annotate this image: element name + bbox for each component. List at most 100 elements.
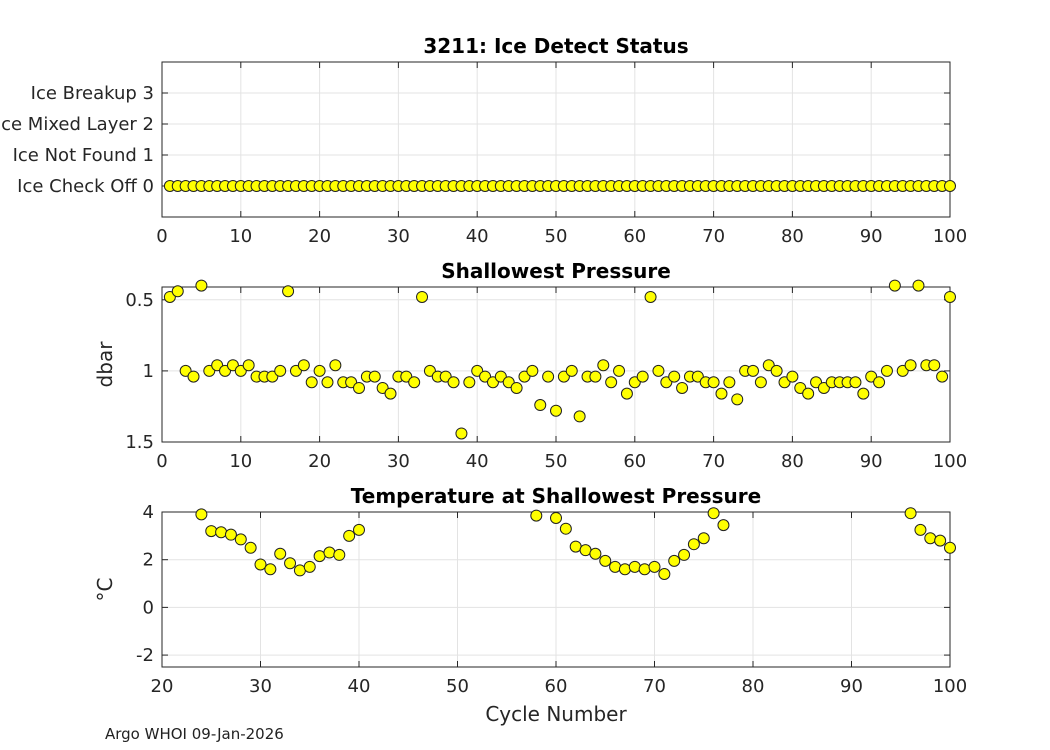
data-point xyxy=(321,376,334,389)
data-point xyxy=(416,290,429,303)
data-point xyxy=(455,427,468,440)
data-point xyxy=(658,568,671,580)
data-point xyxy=(510,381,523,394)
footer-credit: Argo WHOI 09-Jan-2026 xyxy=(105,725,284,743)
data-point xyxy=(873,376,886,389)
data-point xyxy=(526,364,539,377)
x-tick-label: 70 xyxy=(643,676,666,697)
y-axis-label: °C xyxy=(93,578,117,602)
data-point xyxy=(550,404,562,417)
x-tick-label: 20 xyxy=(308,451,331,472)
x-tick-label: 90 xyxy=(860,226,883,247)
data-point xyxy=(880,364,893,377)
data-point xyxy=(550,511,562,524)
data-point xyxy=(652,364,665,377)
x-tick-label: 20 xyxy=(308,226,331,247)
data-point xyxy=(530,509,543,522)
x-tick-label: 60 xyxy=(623,226,646,247)
data-point xyxy=(384,387,397,400)
x-tick-label: 60 xyxy=(545,676,568,697)
data-point xyxy=(242,359,255,372)
data-point xyxy=(924,532,937,545)
x-tick-label: 10 xyxy=(229,451,252,472)
data-point xyxy=(770,364,783,377)
data-point xyxy=(313,364,326,377)
data-point xyxy=(297,359,310,372)
data-point xyxy=(463,376,476,389)
data-point xyxy=(644,290,657,303)
data-point xyxy=(636,370,649,383)
data-point xyxy=(687,538,700,551)
x-tick-label: 100 xyxy=(933,226,967,247)
data-point xyxy=(786,370,799,383)
data-point xyxy=(723,376,736,389)
data-point xyxy=(447,376,460,389)
data-point xyxy=(303,560,316,573)
data-point xyxy=(559,522,572,535)
data-point xyxy=(618,563,631,576)
data-point xyxy=(254,558,267,571)
data-point xyxy=(888,279,901,292)
data-point xyxy=(605,376,618,389)
data-point xyxy=(668,370,681,383)
data-point xyxy=(329,359,342,372)
plot-2: 0 10 20 30 40 50 60 70 80 90 100 0.5 1 1.5 Shallowest … xyxy=(93,259,967,472)
data-point xyxy=(343,529,356,542)
data-point xyxy=(707,376,720,389)
data-point xyxy=(589,547,602,560)
x-axis-label: Cycle Number xyxy=(485,702,627,726)
data-point xyxy=(565,364,578,377)
data-point xyxy=(731,393,744,406)
data-point xyxy=(282,285,295,298)
data-point xyxy=(678,548,691,561)
x-tick-label: 100 xyxy=(933,676,967,697)
data-point xyxy=(368,370,381,383)
data-point xyxy=(676,381,689,394)
data-point xyxy=(613,364,626,377)
y-tick-label: 2 xyxy=(143,550,154,571)
chart-title: Shallowest Pressure xyxy=(441,259,671,283)
data-point xyxy=(234,533,247,546)
data-point xyxy=(717,519,730,532)
data-point xyxy=(579,544,592,557)
data-point xyxy=(284,557,297,570)
data-point xyxy=(914,523,927,536)
data-point xyxy=(293,564,306,577)
data-point xyxy=(944,290,956,303)
data-point xyxy=(215,526,228,539)
data-point xyxy=(573,410,586,423)
data-point xyxy=(353,523,365,536)
x-tick-label: 90 xyxy=(860,451,883,472)
data-point xyxy=(244,541,257,554)
data-point xyxy=(569,540,582,553)
y-tick-label: Ice Not Found 1 xyxy=(13,145,154,166)
data-point xyxy=(597,359,610,372)
data-point xyxy=(408,376,421,389)
x-tick-label: 30 xyxy=(387,451,410,472)
data-point xyxy=(912,279,925,292)
y-tick-label: 1 xyxy=(143,361,154,382)
data-point xyxy=(707,507,720,520)
x-tick-label: 80 xyxy=(742,676,765,697)
data-point xyxy=(944,541,956,554)
x-tick-label: 50 xyxy=(545,451,568,472)
x-tick-label: 0 xyxy=(156,451,167,472)
data-point xyxy=(904,507,917,520)
x-tick-label: 50 xyxy=(446,676,469,697)
x-tick-label: 80 xyxy=(781,451,804,472)
x-tick-label: 40 xyxy=(466,226,489,247)
data-point xyxy=(944,180,956,192)
x-tick-label: 60 xyxy=(623,451,646,472)
x-tick-label: 30 xyxy=(249,676,272,697)
data-point xyxy=(628,560,641,573)
data-point xyxy=(904,359,917,372)
data-point xyxy=(323,546,336,559)
y-tick-label: 0 xyxy=(143,597,154,618)
chart-title: 3211: Ice Detect Status xyxy=(423,34,688,58)
x-tick-label: 100 xyxy=(933,451,967,472)
data-point xyxy=(274,364,287,377)
x-tick-label: 70 xyxy=(702,226,725,247)
data-point xyxy=(542,370,555,383)
data-point xyxy=(609,560,622,573)
